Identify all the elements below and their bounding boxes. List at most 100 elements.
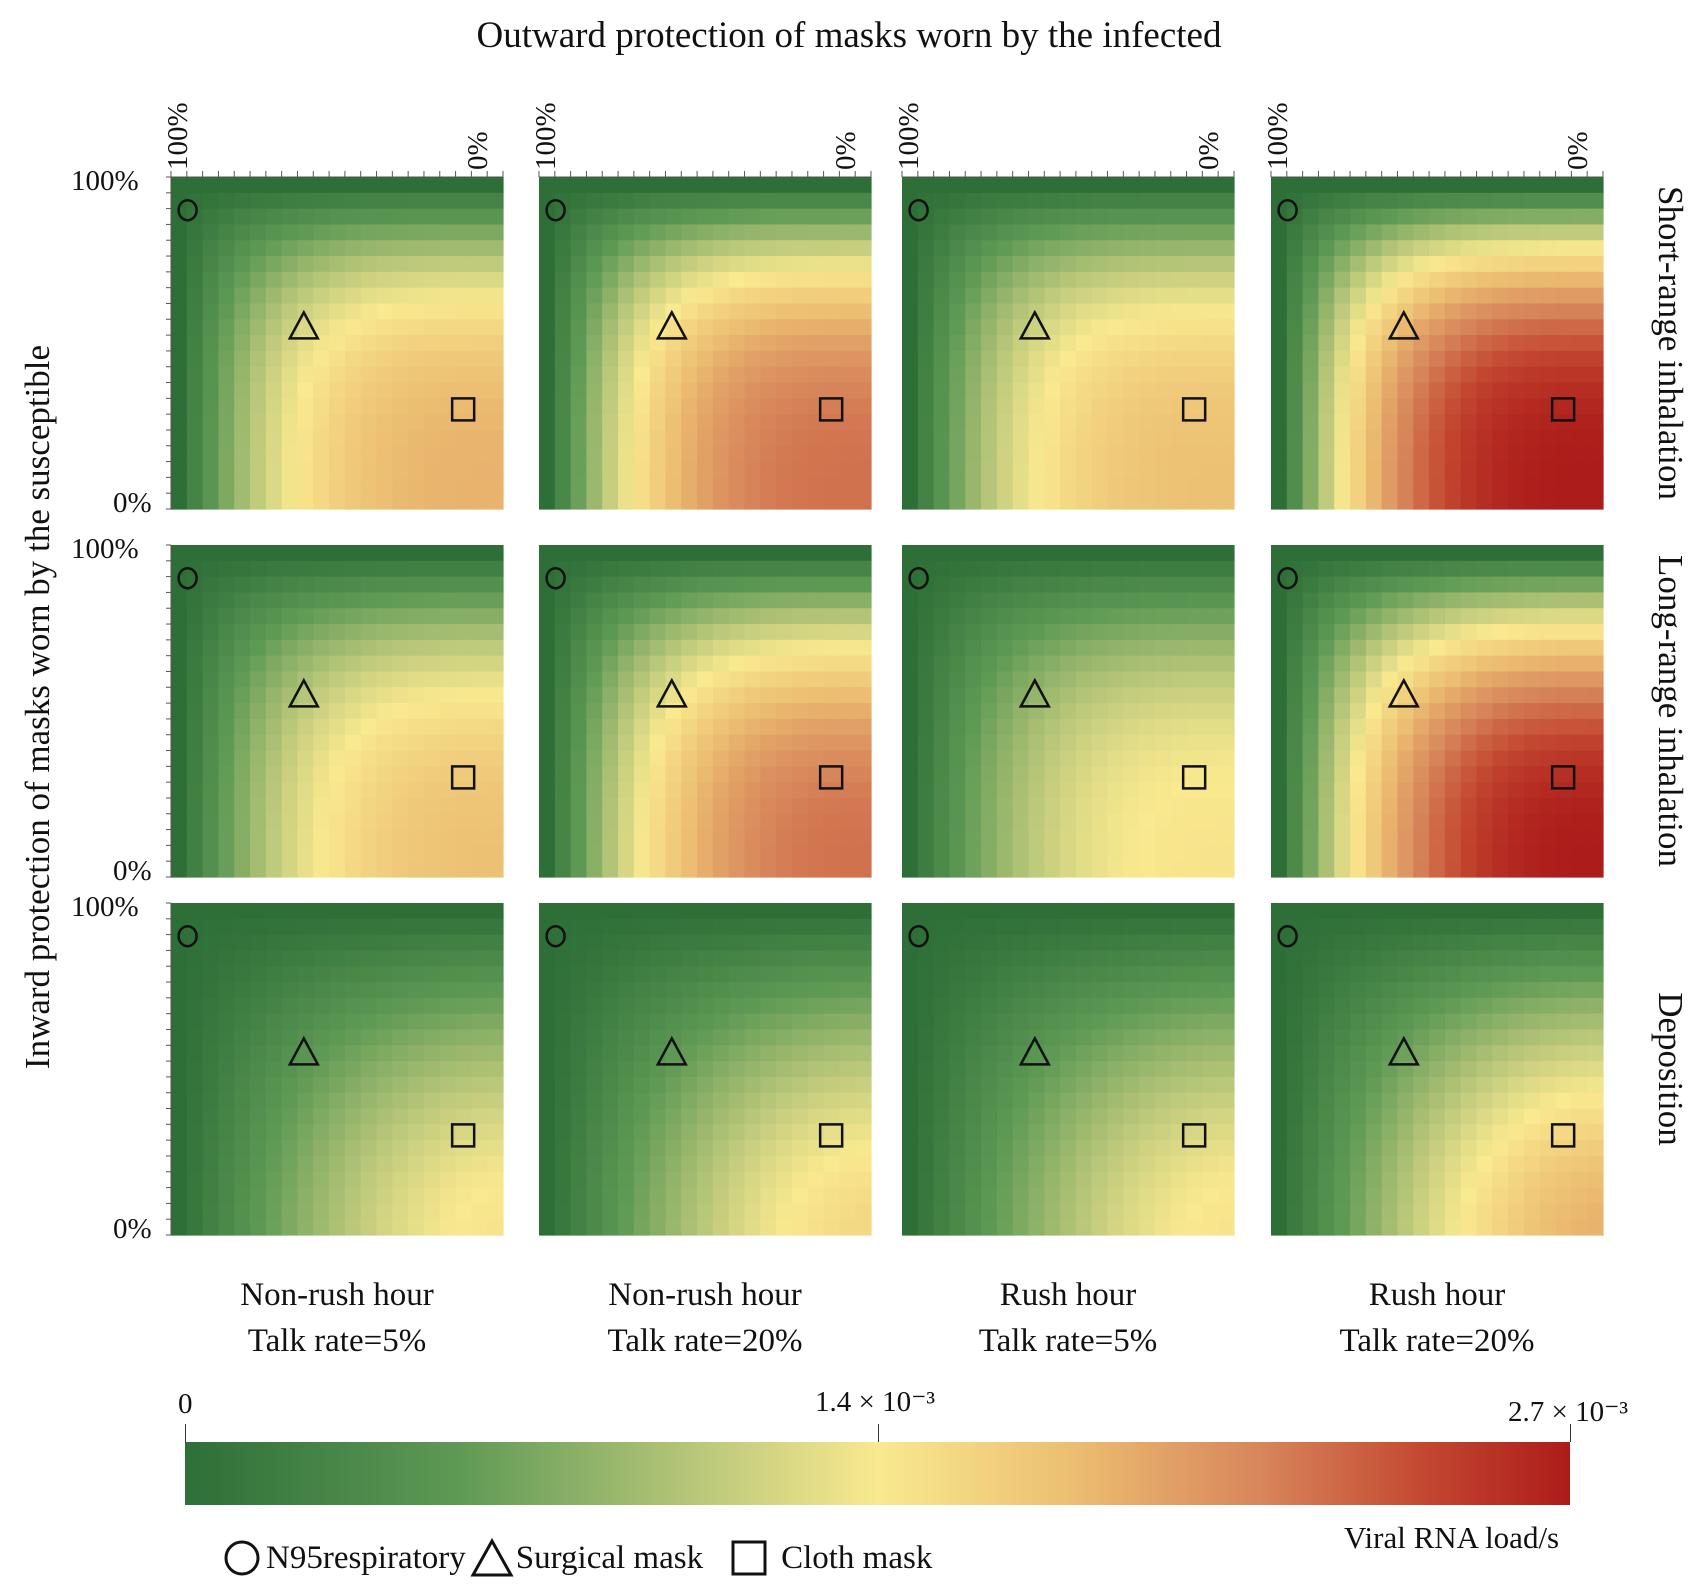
heatmap-cell xyxy=(297,918,314,936)
heatmap-cell xyxy=(1012,256,1030,273)
heatmap-cell xyxy=(649,1013,667,1031)
heatmap-cell xyxy=(1397,414,1414,431)
heatmap-cell xyxy=(408,734,425,752)
heatmap-cell xyxy=(313,1076,330,1094)
heatmap-cell xyxy=(376,271,393,289)
heatmap-cell xyxy=(392,350,409,368)
heatmap-cell xyxy=(760,477,777,494)
heatmap-cell xyxy=(1186,861,1203,878)
heatmap-cell xyxy=(171,703,188,720)
heatmap-cell xyxy=(1523,766,1541,783)
heatmap-cell xyxy=(665,592,682,609)
heatmap-cell xyxy=(697,429,714,447)
heatmap-cell xyxy=(1154,1124,1172,1141)
heatmap-cell xyxy=(423,382,441,399)
heatmap-cell xyxy=(665,1219,682,1236)
heatmap-cell xyxy=(1334,718,1351,736)
heatmap-cell xyxy=(281,429,299,447)
heatmap-cell xyxy=(297,592,314,609)
heatmap-cell xyxy=(1365,592,1383,609)
heatmap-cell xyxy=(1123,766,1140,783)
heatmap-cell xyxy=(1028,718,1045,736)
heatmap-cell xyxy=(760,782,777,799)
heatmap-cell xyxy=(455,782,472,799)
heatmap-cell xyxy=(618,224,635,241)
heatmap-cell xyxy=(1107,350,1124,368)
heatmap-cell xyxy=(760,1045,777,1062)
heatmap-cell xyxy=(313,1219,330,1236)
heatmap-cell xyxy=(1429,655,1446,673)
heatmap-cell xyxy=(1028,414,1045,431)
heatmap-cell xyxy=(1286,703,1304,720)
heatmap-cell xyxy=(902,718,919,736)
heatmap-cell xyxy=(1271,366,1288,384)
heatmap-cell xyxy=(791,319,809,336)
heatmap-cell xyxy=(1539,192,1557,210)
heatmap-cell xyxy=(218,1108,235,1125)
heatmap-cell xyxy=(265,1045,283,1062)
heatmap-cell xyxy=(455,1092,472,1110)
heatmap-cell xyxy=(487,687,504,704)
heatmap-cell xyxy=(344,382,362,399)
heatmap-cell xyxy=(776,177,793,194)
heatmap-cell xyxy=(281,461,299,478)
heatmap-cell xyxy=(1107,1187,1124,1204)
heatmap-cell xyxy=(933,1108,951,1125)
heatmap-cell xyxy=(471,414,488,431)
heatmap-cell xyxy=(171,1076,188,1094)
heatmap-cell xyxy=(455,477,472,494)
heatmap-cell xyxy=(681,208,698,226)
heatmap-cell xyxy=(1186,592,1203,609)
heatmap-cell xyxy=(933,903,951,920)
heatmap-cell xyxy=(933,1124,951,1141)
heatmap-cell xyxy=(202,718,220,736)
heatmap-cell xyxy=(807,1155,825,1173)
heatmap-cell xyxy=(760,1219,777,1236)
heatmap-cell xyxy=(697,271,714,289)
heatmap-cell xyxy=(776,1171,793,1189)
heatmap-cell xyxy=(186,592,204,609)
heatmap-cell xyxy=(902,545,919,562)
heatmap-cell xyxy=(1170,750,1188,767)
heatmap-cell xyxy=(539,382,556,399)
heatmap-cell xyxy=(202,734,220,752)
heatmap-cell xyxy=(1123,703,1140,720)
heatmap-cell xyxy=(539,319,556,336)
heatmap-cell xyxy=(1302,429,1320,447)
heatmap-cell xyxy=(408,966,425,983)
heatmap-cell xyxy=(697,256,714,273)
heatmap-cell xyxy=(1012,718,1030,736)
heatmap-cell xyxy=(917,903,935,920)
heatmap-cell xyxy=(823,560,840,578)
heatmap-cell xyxy=(776,256,793,273)
heatmap-cell xyxy=(281,1013,299,1031)
heatmap-cell xyxy=(1381,718,1399,736)
heatmap-cell xyxy=(313,734,330,752)
heatmap-cell xyxy=(933,608,951,625)
heatmap-cell xyxy=(586,655,603,673)
heatmap-cell xyxy=(1587,303,1604,320)
heatmap-cell xyxy=(392,177,409,194)
heatmap-cell xyxy=(839,1203,856,1220)
heatmap-cell xyxy=(1123,624,1140,641)
heatmap-cell xyxy=(471,398,488,415)
heatmap-cell xyxy=(776,845,793,862)
heatmap-cell xyxy=(917,335,935,352)
heatmap-cell xyxy=(1286,639,1304,657)
heatmap-cell xyxy=(1476,797,1493,815)
heatmap-cell xyxy=(1139,414,1156,431)
heatmap-cell xyxy=(539,208,556,226)
heatmap-cell xyxy=(1091,829,1109,846)
heatmap-cell xyxy=(1170,493,1188,510)
heatmap-cell xyxy=(586,966,603,983)
heatmap-cell xyxy=(360,429,378,447)
heatmap-cell xyxy=(455,1013,472,1031)
heatmap-cell xyxy=(1365,734,1383,752)
heatmap-cell xyxy=(297,1219,314,1236)
heatmap-cell xyxy=(618,192,635,210)
heatmap-cell xyxy=(281,861,299,878)
heatmap-cell xyxy=(981,950,998,967)
heatmap-cell xyxy=(554,1029,572,1046)
heatmap-cell xyxy=(376,1171,393,1189)
heatmap-cell xyxy=(202,1092,220,1110)
